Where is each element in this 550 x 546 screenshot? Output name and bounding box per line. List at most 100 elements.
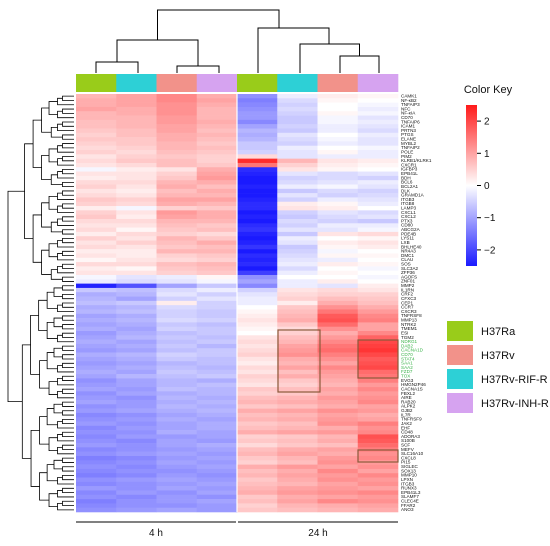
heatmap-cell [317,464,359,470]
heatmap-cell [277,395,318,401]
heatmap-cell [357,499,399,504]
heatmap-cell [196,94,238,99]
heatmap-cell [196,305,238,310]
heatmap-cell [237,244,278,250]
heatmap-cell [156,374,198,379]
heatmap-cell [237,309,278,315]
heatmap-cell [357,434,399,440]
color-key-tick-label: −1 [484,213,496,224]
heatmap-cell [116,145,157,151]
heatmap-cell [116,283,157,289]
heatmap-cell [116,141,157,147]
heatmap-cell [357,162,399,168]
gene-label: CD80 [401,223,413,228]
heatmap-cell [277,430,318,435]
heatmap-cell [317,141,359,147]
heatmap-cell [237,490,278,496]
heatmap-cell [317,124,359,129]
heatmap-cell [196,210,238,215]
gene-label: MMP10 [401,473,417,478]
heatmap-cell [196,443,238,448]
heatmap-cell [357,94,399,99]
heatmap-cell [237,240,278,246]
heatmap-cell [357,231,399,237]
heatmap-cell [116,369,157,375]
heatmap-cell [277,486,318,491]
heatmap-cell [277,318,318,323]
color-key-gradient [466,105,477,266]
heatmap-cell [317,188,359,194]
heatmap-cell [237,292,278,297]
heatmap-cell [277,326,318,332]
heatmap-cell [317,262,359,267]
heatmap-cell [357,274,399,280]
heatmap-cell [116,132,157,138]
heatmap-cell [116,227,157,233]
legend-swatch [447,321,473,341]
heatmap-cell [317,244,359,250]
heatmap-cell [237,197,278,203]
heatmap-cell [317,102,359,108]
heatmap-cell [317,408,359,414]
heatmap-cell [156,503,198,508]
heatmap-cell [196,486,238,491]
heatmap-cell [196,162,238,168]
heatmap-cell [357,137,399,142]
heatmap-cell [196,132,238,138]
heatmap-cell [156,94,198,99]
heatmap-cell [196,460,238,465]
heatmap-cell [317,145,359,151]
heatmap-cell [277,218,318,224]
heatmap-cell [196,309,238,315]
heatmap-cell [116,425,157,431]
heatmap-cell [196,158,238,164]
column-color-6 [317,74,359,92]
heatmap-cell [357,184,399,190]
heatmap-cell [357,331,399,336]
heatmap-cell [196,292,238,297]
heatmap-cell [317,494,359,500]
heatmap-cell [317,106,359,112]
heatmap-cell [196,361,238,366]
heatmap-cell [196,447,238,452]
gene-label: PRTN3 [401,128,416,133]
heatmap-cell [237,503,278,508]
gene-label: CACNA1D [401,348,424,353]
legend-label: H37Ra [481,326,516,338]
gene-label: ESI [401,330,408,335]
gene-label: EPB41L [401,171,418,176]
gene-label: GRAMD1A [401,193,425,198]
heatmap-cell [196,227,238,233]
heatmap-cell [357,218,399,224]
heatmap-cell [317,240,359,246]
heatmap-cell [357,292,399,297]
heatmap-cell [116,464,157,470]
heatmap-cell [237,352,278,358]
heatmap-cell [237,460,278,465]
heatmap-cell [277,158,318,164]
heatmap-cell [156,102,198,108]
heatmap-cell [237,145,278,151]
heatmap-cell [196,455,238,461]
heatmap-cell [196,430,238,435]
heatmap-cell [116,206,157,211]
heatmap-cell [277,300,318,306]
gene-label: IL7R [401,412,411,417]
heatmap-cell [277,387,318,392]
heatmap-cell [156,231,198,237]
heatmap-cell [277,223,318,228]
heatmap-cell [76,270,117,276]
heatmap-cell [116,266,157,271]
heatmap-cell [116,270,157,276]
heatmap-cell [196,270,238,276]
gene-label: CD70 [401,115,413,120]
gene-label: ANO3 [401,507,414,512]
heatmap-cell [76,443,117,448]
heatmap-cell [237,111,278,116]
heatmap-cell [76,106,117,112]
heatmap-grid [76,94,399,513]
heatmap-cell [357,296,399,302]
heatmap-cell [156,378,198,384]
heatmap-cell [237,378,278,384]
heatmap-cell [196,145,238,151]
